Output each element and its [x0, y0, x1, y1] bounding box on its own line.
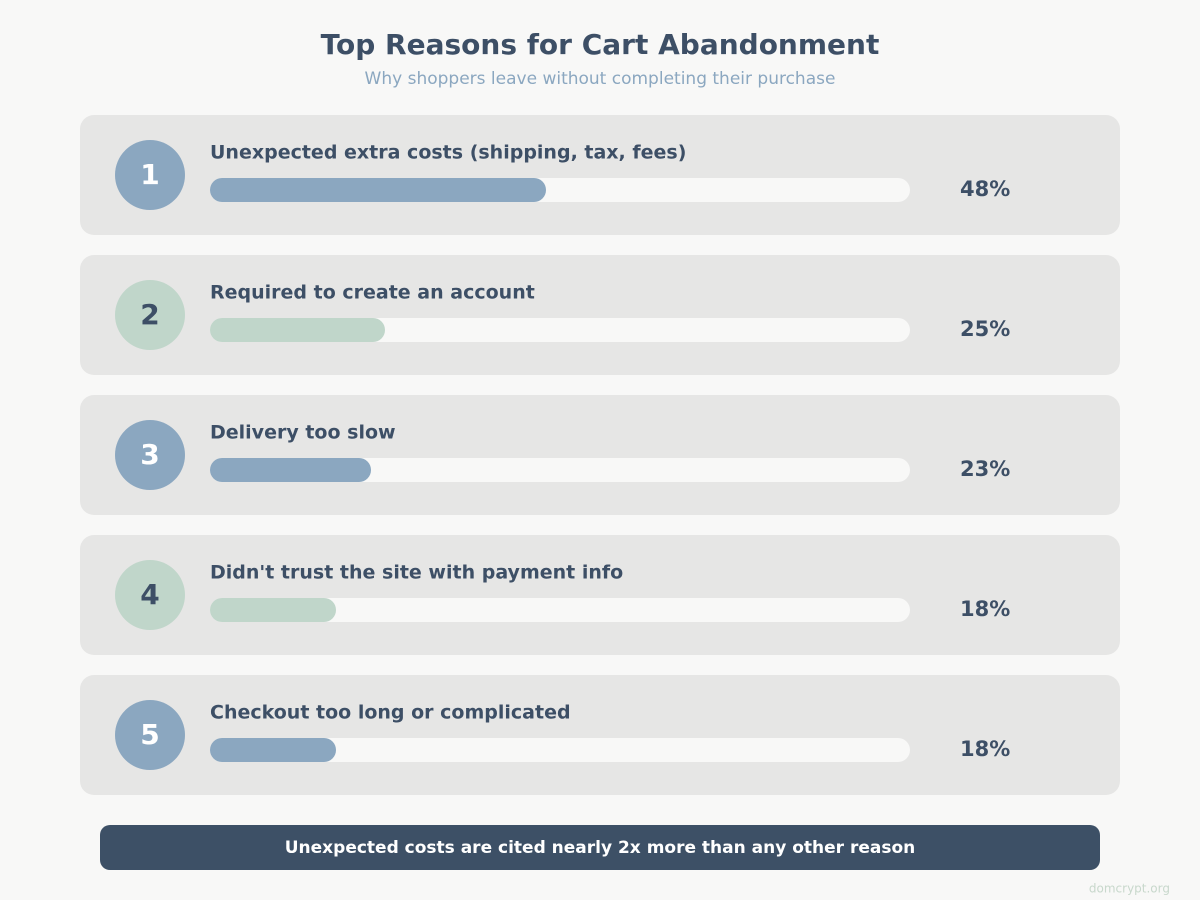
rank-badge: [115, 280, 185, 350]
bar-track: [210, 738, 910, 762]
bar: [210, 318, 385, 342]
value-label: 23%: [960, 457, 1010, 481]
category-label: Delivery too slow: [210, 422, 396, 444]
chart-title: Top Reasons for Cart Abandonment: [321, 28, 880, 61]
rank-number: 1: [140, 158, 159, 191]
bar: [210, 178, 546, 202]
card: [80, 675, 1120, 795]
value-label: 25%: [960, 317, 1010, 341]
bar-track: [210, 458, 910, 482]
bar-track: [210, 598, 910, 622]
rank-number: 2: [140, 298, 159, 331]
card: [80, 255, 1120, 375]
rank-badge: [115, 420, 185, 490]
category-label: Didn't trust the site with payment info: [210, 562, 623, 584]
rank-number: 4: [140, 578, 159, 611]
bar: [210, 458, 371, 482]
annotation-box: [100, 825, 1100, 870]
rank-badge: [115, 560, 185, 630]
value-label: 18%: [960, 737, 1010, 761]
category-label: Checkout too long or complicated: [210, 702, 571, 724]
card: [80, 395, 1120, 515]
value-label: 48%: [960, 177, 1010, 201]
bar: [210, 738, 336, 762]
rank-number: 3: [140, 438, 159, 471]
card: [80, 115, 1120, 235]
rank-badge: [115, 140, 185, 210]
rank-badge: [115, 700, 185, 770]
chart-subtitle: Why shoppers leave without completing th…: [365, 69, 836, 89]
value-label: 18%: [960, 597, 1010, 621]
watermark: domcrypt.org: [1089, 882, 1170, 896]
category-label: Required to create an account: [210, 282, 535, 304]
bar-track: [210, 318, 910, 342]
bar: [210, 598, 336, 622]
rank-number: 5: [140, 718, 159, 751]
category-label: Unexpected extra costs (shipping, tax, f…: [210, 142, 686, 164]
card: [80, 535, 1120, 655]
annotation: Unexpected costs are cited nearly 2x mor…: [285, 838, 916, 858]
